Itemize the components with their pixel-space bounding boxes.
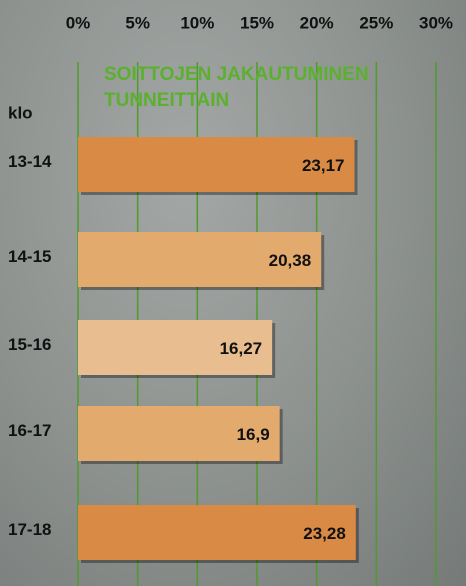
y-axis-label: klo — [8, 103, 33, 122]
bar — [78, 137, 355, 192]
data-label: 16,27 — [220, 339, 263, 358]
data-label: 16,9 — [237, 425, 270, 444]
bar — [78, 320, 273, 375]
chart-title: SOITTOJEN JAKAUTUMINEN TUNNEITTAIN — [104, 64, 369, 111]
data-label: 20,38 — [269, 251, 312, 270]
x-tick-label: 10% — [180, 13, 214, 32]
y-tick-label: 15-16 — [8, 335, 51, 354]
data-label: 23,17 — [302, 156, 345, 175]
x-tick-label: 30% — [419, 13, 453, 32]
x-tick-label: 15% — [240, 13, 274, 32]
x-tick-label: 20% — [300, 13, 334, 32]
bar — [78, 505, 356, 560]
y-tick-label: 16-17 — [8, 421, 51, 440]
y-tick-label: 14-15 — [8, 247, 51, 266]
y-tick-label: 13-14 — [8, 152, 52, 171]
bar — [78, 406, 280, 461]
x-tick-label: 0% — [66, 13, 91, 32]
bar — [78, 232, 322, 287]
x-tick-label: 5% — [125, 13, 150, 32]
y-tick-label: 17-18 — [8, 520, 51, 539]
x-tick-label: 25% — [359, 13, 393, 32]
data-label: 23,28 — [303, 524, 346, 543]
